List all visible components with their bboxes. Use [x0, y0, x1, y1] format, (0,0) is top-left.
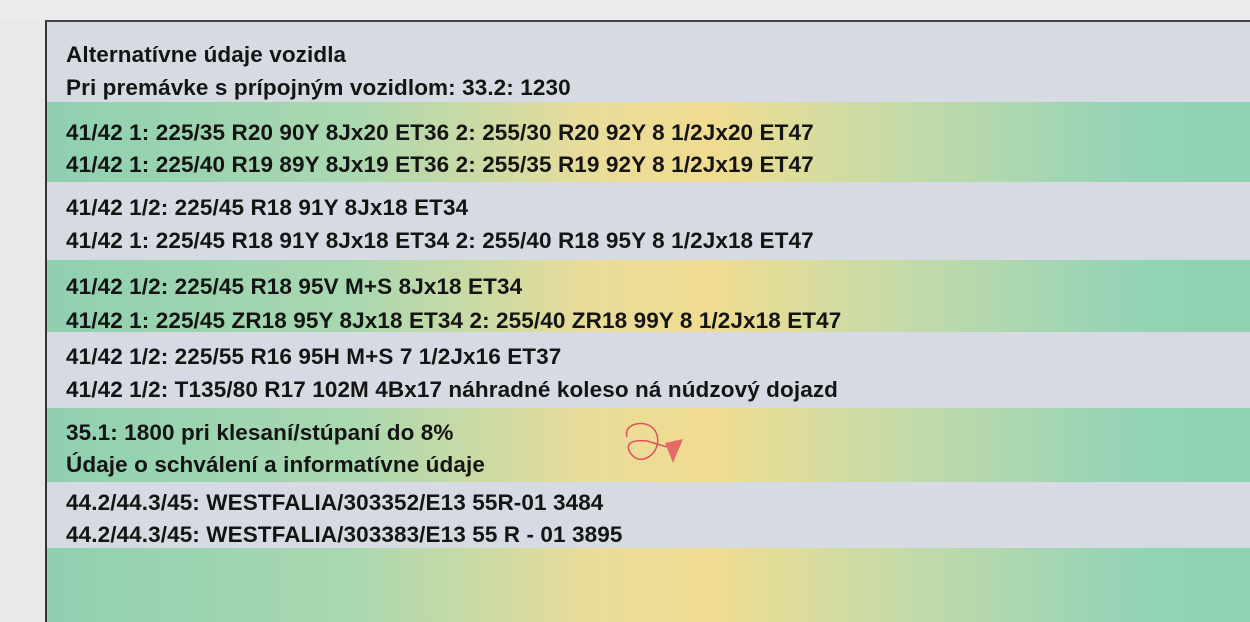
- tyre-line: 41/42 1: 225/40 R19 89Y 8Jx19 ET36 2: 25…: [66, 152, 814, 177]
- tyre-line: 41/42 1/2: 225/45 R18 95V M+S 8Jx18 ET34: [66, 274, 523, 299]
- tyre-line: 41/42 1: 225/45 R18 91Y 8Jx18 ET34 2: 25…: [66, 228, 814, 253]
- security-band: [47, 102, 1250, 182]
- vehicle-document: Alternatívne údaje vozidla Pri premávke …: [45, 20, 1250, 622]
- security-band: [47, 548, 1250, 622]
- approval-line: 44.2/44.3/45: WESTFALIA/303352/E13 55R-0…: [66, 490, 604, 515]
- section-heading: Údaje o schválení a informatívne údaje: [66, 452, 485, 477]
- tyre-line: 41/42 1/2: 225/45 R18 91Y 8Jx18 ET34: [66, 195, 469, 220]
- page-top-margin: [0, 0, 1250, 20]
- ink-mark-icon: [625, 422, 683, 463]
- tyre-line: 41/42 1/2: T135/80 R17 102M 4Bx17 náhrad…: [66, 377, 839, 402]
- security-band: [47, 260, 1250, 332]
- tyre-line: 41/42 1: 225/35 R20 90Y 8Jx20 ET36 2: 25…: [66, 120, 814, 145]
- tyre-line: 41/42 1/2: 225/55 R16 95H M+S 7 1/2Jx16 …: [66, 344, 562, 369]
- tyre-line: 41/42 1: 225/45 ZR18 95Y 8Jx18 ET34 2: 2…: [66, 308, 842, 333]
- approval-line: 44.2/44.3/45: WESTFALIA/303383/E13 55 R …: [66, 522, 623, 547]
- section-heading: Alternatívne údaje vozidla: [66, 42, 347, 67]
- text-line: Pri premávke s prípojným vozidlom: 33.2:…: [66, 75, 571, 100]
- security-band: [47, 408, 1250, 482]
- text-line: 35.1: 1800 pri klesaní/stúpaní do 8%: [66, 420, 454, 445]
